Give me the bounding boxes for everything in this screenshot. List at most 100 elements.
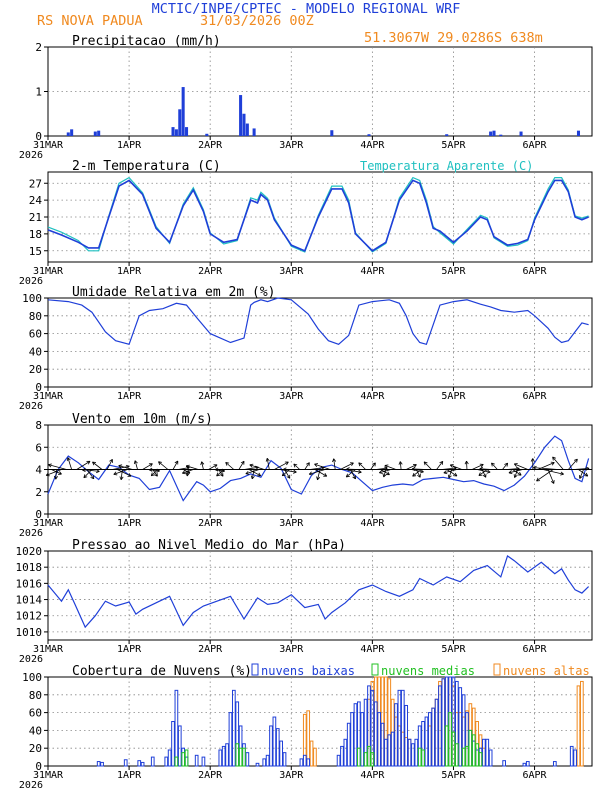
cloud-bar [360,712,365,767]
panel-clouds: 0 20 40 60 80 100 31MAR 1APR 2APR 3APR 4APR 5APR 6AP… [19,663,593,791]
wind-arrow [436,461,444,470]
wind-arrowhead [113,474,118,476]
wind-arrow [481,469,487,478]
wind-arrow [178,467,190,470]
cloud-bar [245,752,250,767]
precip-year-label: 2026 [19,150,43,161]
cloud-bar [414,738,419,767]
wind-arrowhead [118,465,122,469]
wind-arrow [309,467,325,470]
cloud-bar [150,756,155,767]
clouds-ytick-label: 60 [29,707,42,720]
cloud-bar [424,716,429,767]
wind-arrowhead [258,472,262,477]
wind-arrow [186,465,199,470]
wind-arrowhead [120,476,124,480]
cloud-bar [313,747,317,767]
panel-mslp: 1010 1012 1014 1016 1018 1020 31MAR 1APR 2APR 3AP… [16,538,593,665]
wind-arrowhead [398,461,401,465]
cloud-bar [171,721,175,767]
cloud-bar [269,725,273,767]
wind-arrowhead [317,477,321,481]
temp-xtick-label: 1APR [117,266,142,277]
wind-arrowhead [82,467,86,471]
wind-arrowhead [201,461,205,465]
cloud-bar [444,725,449,767]
rh-xtick-label: 6APR [523,391,548,402]
cloud-bar [221,745,226,767]
wind-arrowhead [573,458,578,461]
cloud-bar [431,707,436,767]
cloud-bar [164,756,169,767]
clouds-xtick-label: 31MAR [33,770,64,781]
mslp-xtick-label: 1APR [117,644,142,655]
wind-arrowhead [174,460,179,464]
wind-arrowhead [411,466,416,470]
cloud-bar [228,712,233,767]
wind-arrow [152,469,158,477]
wind-arrowhead [454,472,458,477]
mslp-xtick-label: 3APR [279,644,304,655]
cloud-bar [448,712,452,767]
wind-arrowhead [48,463,52,466]
legend-swatch [251,663,259,676]
wind-arrow [314,469,327,477]
wind-arrow [450,464,463,470]
precip-bar [252,128,256,136]
wind-arrow [514,463,528,470]
wind-arrowhead [245,470,249,475]
wind-arrow [82,469,98,471]
cloud-bar [454,743,459,767]
wind-arrow [552,456,564,470]
wind-xtick-label: 4APR [360,518,385,529]
wind-arrow [76,460,91,470]
precip-xtick-label: 3APR [279,140,304,151]
location-name: RS NOVA PADUA [37,13,143,29]
clouds-year-label: 2026 [19,780,43,791]
wind-arrow [578,469,589,477]
cloud-bar [451,731,456,767]
wind-arrow [172,460,179,470]
wind-arrow [568,458,578,470]
wind-arrowhead [560,473,564,476]
wind-arrow [274,461,289,470]
cloud-bar [367,745,371,767]
wind-arrowhead [186,472,190,477]
wind-arrow [266,458,270,470]
wind-arrowhead [221,470,225,473]
wind-arrowhead [109,458,113,462]
cloud-bar [458,687,463,767]
wind-xtick-label: 1APR [117,518,142,529]
wind-arrow [536,469,554,482]
wind-arrowhead [352,476,356,480]
precip-bar [245,123,249,136]
wind-arrowhead [185,465,189,469]
wind-xtick-label: 5APR [441,518,466,529]
wind-arrowhead [550,480,555,484]
wind-arrow [547,469,555,484]
temp-year-label: 2026 [19,276,43,287]
coordinates: 51.3067W 29.0286S 638m [364,30,543,46]
wind-arrowhead [286,461,289,466]
wind-arrowhead [156,470,160,473]
cloud-bar [350,712,354,767]
wind-arrowhead [439,460,443,464]
precip-bar [576,130,581,136]
wind-arrowhead [185,472,188,477]
cloud-bar [184,749,189,767]
cloud-bar [174,756,179,767]
wind-arrowhead [506,463,509,467]
rh-ytick-label: 0 [35,381,42,394]
wind-arrow [46,469,62,476]
wind-arrow [405,464,417,470]
mslp-ytick-label: 1016 [16,577,43,590]
wind-ytick-label: 6 [35,441,42,454]
rh-ytick-label: 40 [29,345,42,358]
cloud-bar [123,759,128,767]
mslp-year-label: 2026 [19,654,43,665]
cloud-bar [174,689,179,767]
wind-arrowhead [384,464,389,466]
wind-arrowhead [92,461,96,463]
wind-arrowhead [466,460,469,465]
wind-arrowhead [308,471,312,475]
